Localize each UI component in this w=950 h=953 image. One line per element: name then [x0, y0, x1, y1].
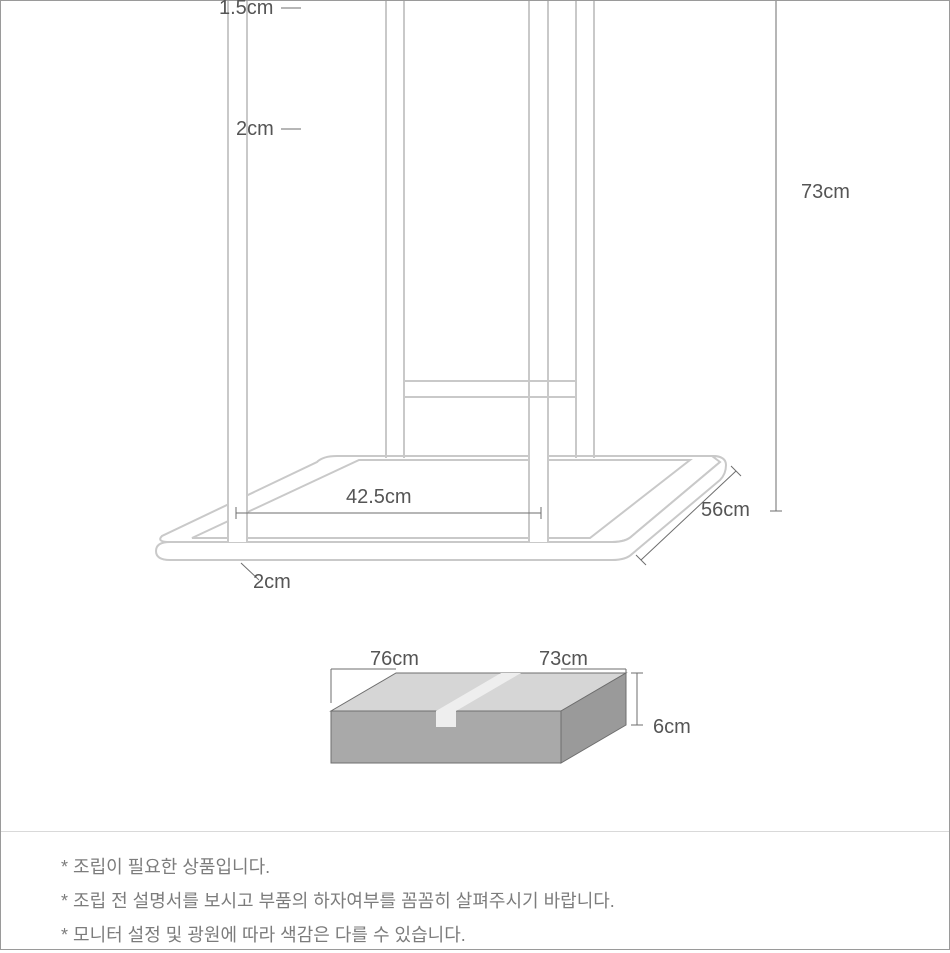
diagram-stage: 1.5cm 2cm 73cm 42.5cm 56cm 2cm 76cm 73cm…	[1, 1, 950, 831]
page: 1.5cm 2cm 73cm 42.5cm 56cm 2cm 76cm 73cm…	[0, 0, 950, 950]
footer-note-2: * 조립 전 설명서를 보시고 부품의 하자여부를 꼼꼼히 살펴주시기 바랍니다…	[61, 884, 889, 918]
footer-notes: * 조립이 필요한 상품입니다. * 조립 전 설명서를 보시고 부품의 하자여…	[1, 831, 949, 953]
diagram-svg	[1, 1, 950, 831]
dim-height: 73cm	[801, 181, 850, 204]
dim-inner-width: 42.5cm	[346, 486, 412, 509]
dim-box-h: 6cm	[653, 716, 691, 739]
dim-base-tube: 2cm	[253, 571, 291, 594]
dim-box-d: 73cm	[539, 648, 588, 671]
footer-note-3: * 모니터 설정 및 광원에 따라 색감은 다를 수 있습니다.	[61, 918, 889, 952]
dim-top-thickness: 1.5cm	[219, 0, 273, 20]
dim-tube-vert: 2cm	[236, 118, 274, 141]
footer-note-1: * 조립이 필요한 상품입니다.	[61, 850, 889, 884]
dim-depth: 56cm	[701, 499, 750, 522]
dim-box-w: 76cm	[370, 648, 419, 671]
